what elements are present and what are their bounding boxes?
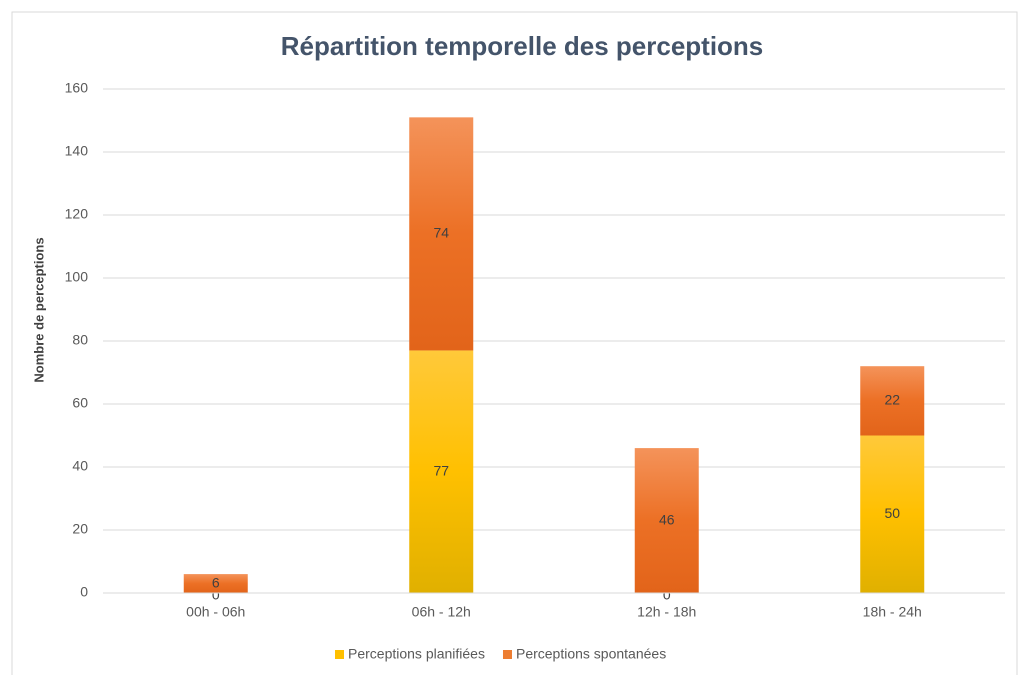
- y-tick-label: 20: [72, 521, 88, 537]
- data-label: 77: [433, 462, 449, 478]
- bar-segment: [634, 448, 699, 593]
- bar-segment: [860, 366, 925, 436]
- y-axis-title: Nombre de perceptions: [31, 237, 46, 382]
- data-label: 74: [433, 225, 449, 241]
- data-label: 22: [884, 392, 900, 408]
- legend-label: Perceptions spontanées: [516, 646, 666, 662]
- data-label: 6: [212, 574, 220, 590]
- y-tick-label: 80: [72, 332, 88, 348]
- chart-frame: [11, 11, 1018, 675]
- data-label: 46: [659, 511, 675, 527]
- legend-label: Perceptions planifiées: [348, 646, 485, 662]
- data-label: 0: [663, 587, 671, 603]
- bar-segment: [183, 574, 248, 593]
- y-tick-label: 40: [72, 458, 88, 474]
- x-tick-label: 00h - 06h: [186, 604, 245, 620]
- bar-segment: [409, 117, 474, 351]
- x-tick-label: 12h - 18h: [637, 604, 696, 620]
- y-tick-label: 0: [80, 584, 88, 600]
- chart-title: Répartition temporelle des perceptions: [281, 31, 764, 61]
- y-tick-label: 60: [72, 395, 88, 411]
- y-tick-label: 100: [65, 269, 89, 285]
- y-tick-label: 120: [65, 206, 89, 222]
- legend-swatch: [502, 650, 512, 659]
- bar-segment: [409, 350, 474, 593]
- data-label: 50: [884, 505, 900, 521]
- legend-swatch: [335, 650, 344, 659]
- y-tick-label: 160: [65, 80, 89, 96]
- data-label: 0: [212, 587, 220, 603]
- bar-segment: [860, 435, 925, 593]
- x-tick-label: 06h - 12h: [412, 604, 471, 620]
- x-tick-label: 18h - 24h: [863, 604, 922, 620]
- y-tick-label: 140: [65, 143, 89, 159]
